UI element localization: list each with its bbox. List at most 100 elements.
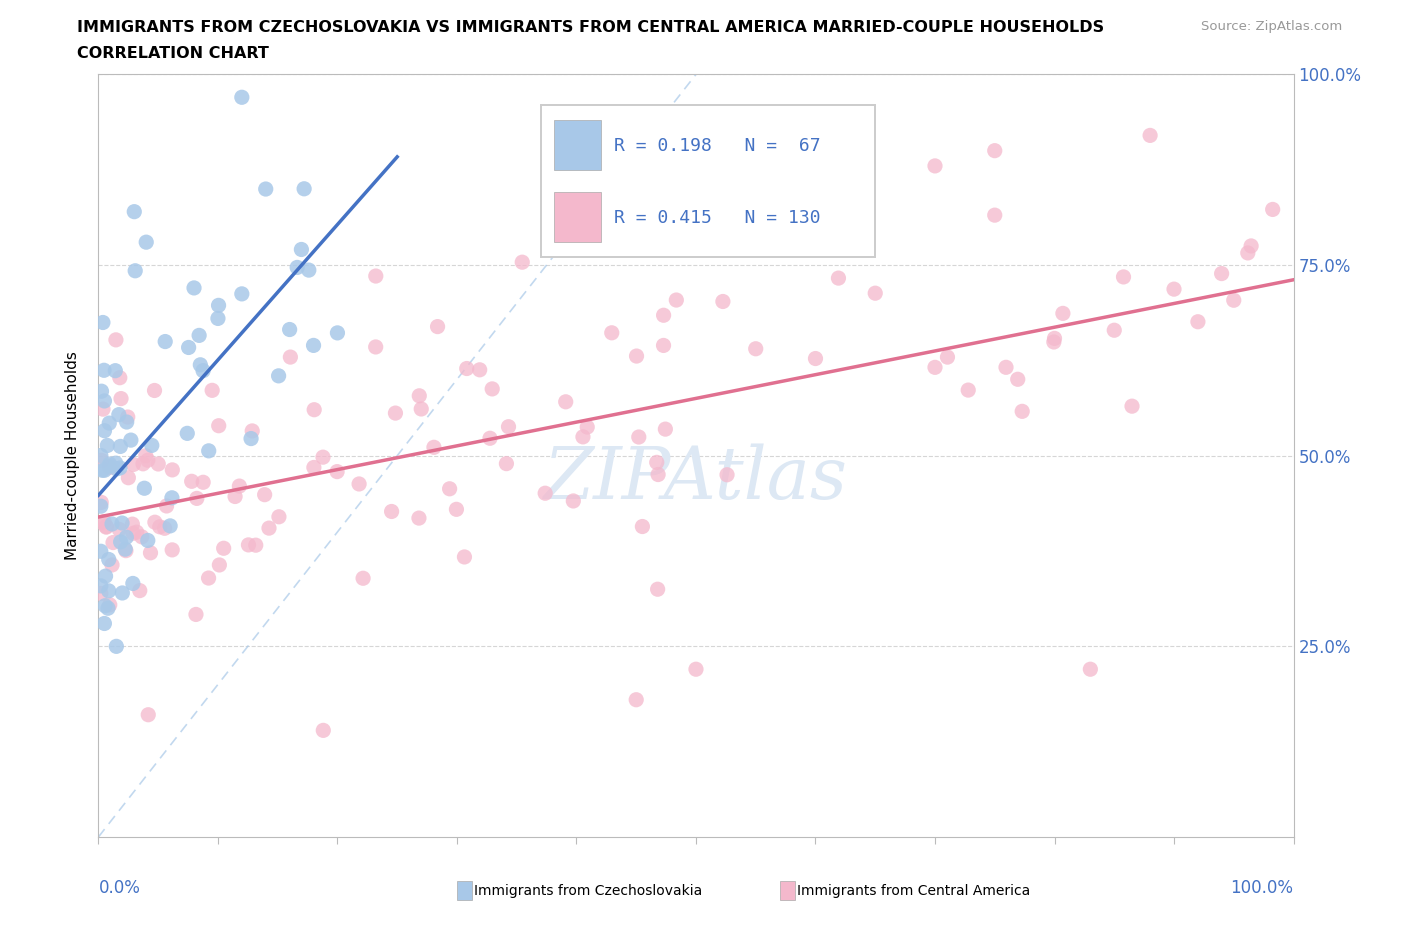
Point (110, 392, 132, 406)
Text: 0.0%: 0.0% (98, 879, 141, 897)
Point (125, 525, 148, 539)
Point (153, 334, 176, 349)
Point (98, 458, 121, 473)
Point (160, 490, 183, 505)
Point (408, 511, 430, 525)
Point (98, 416, 121, 431)
Point (984, 207, 1007, 222)
Point (290, 242, 312, 257)
Point (155, 498, 177, 513)
Point (554, 394, 576, 409)
Point (1223, 293, 1246, 308)
Point (326, 326, 349, 340)
Text: CORRELATION CHART: CORRELATION CHART (77, 46, 269, 61)
Point (572, 430, 595, 445)
Point (104, 364, 127, 379)
Point (631, 519, 654, 534)
Point (423, 440, 446, 455)
Point (1211, 266, 1233, 281)
Point (121, 576, 143, 591)
Point (117, 409, 139, 424)
Point (936, 350, 959, 365)
Point (105, 639, 128, 654)
Point (128, 583, 150, 598)
Point (456, 361, 478, 376)
Point (110, 439, 132, 454)
Point (104, 332, 127, 347)
Point (122, 525, 145, 540)
Point (498, 419, 520, 434)
Point (510, 255, 533, 270)
Point (1011, 404, 1033, 418)
Point (91, 463, 114, 478)
Point (626, 692, 648, 707)
Point (191, 475, 214, 490)
Point (745, 341, 768, 356)
Point (347, 476, 370, 491)
Point (1043, 331, 1066, 346)
Point (411, 402, 433, 417)
Point (364, 269, 387, 284)
Point (93, 363, 115, 378)
Point (94, 598, 117, 613)
Point (149, 519, 172, 534)
Point (115, 530, 138, 545)
Point (827, 271, 849, 286)
Point (1187, 314, 1209, 329)
Point (627, 430, 650, 445)
Point (96, 519, 118, 534)
Point (180, 474, 202, 489)
Point (384, 405, 406, 420)
Point (364, 339, 387, 354)
Point (176, 426, 198, 441)
Point (101, 557, 124, 572)
Point (108, 370, 131, 385)
Point (136, 453, 159, 468)
Point (135, 448, 157, 463)
Point (124, 205, 146, 219)
Point (93, 423, 115, 438)
Point (143, 515, 166, 530)
Point (159, 518, 181, 533)
Point (381, 504, 404, 519)
Point (188, 328, 211, 343)
Point (267, 368, 290, 383)
Point (995, 360, 1018, 375)
Bar (779, 882, 794, 900)
Point (177, 340, 200, 355)
Point (207, 298, 229, 312)
Point (212, 541, 235, 556)
Point (711, 294, 734, 309)
Point (139, 545, 162, 560)
Point (98, 457, 121, 472)
Point (957, 382, 980, 397)
Point (292, 181, 315, 196)
Point (208, 557, 231, 572)
Point (924, 158, 946, 173)
Point (240, 423, 263, 438)
Point (426, 319, 449, 334)
Point (91, 402, 114, 417)
Point (201, 383, 224, 398)
Point (1043, 335, 1066, 350)
Point (285, 260, 308, 275)
Point (105, 461, 128, 476)
Text: Immigrants from Czechoslovakia: Immigrants from Czechoslovakia (474, 884, 703, 898)
Point (207, 311, 229, 325)
Point (804, 352, 827, 366)
Point (716, 467, 738, 482)
Point (1139, 128, 1161, 143)
Point (240, 432, 263, 446)
Point (184, 607, 207, 622)
Point (238, 538, 260, 552)
Point (98, 460, 121, 475)
Point (94, 568, 117, 583)
Point (104, 456, 127, 471)
Point (453, 550, 475, 565)
Point (1121, 399, 1143, 414)
Point (90, 453, 112, 468)
Text: Immigrants from Central America: Immigrants from Central America (797, 884, 1031, 898)
Point (97, 583, 120, 598)
Point (91, 315, 114, 330)
Point (183, 281, 205, 296)
